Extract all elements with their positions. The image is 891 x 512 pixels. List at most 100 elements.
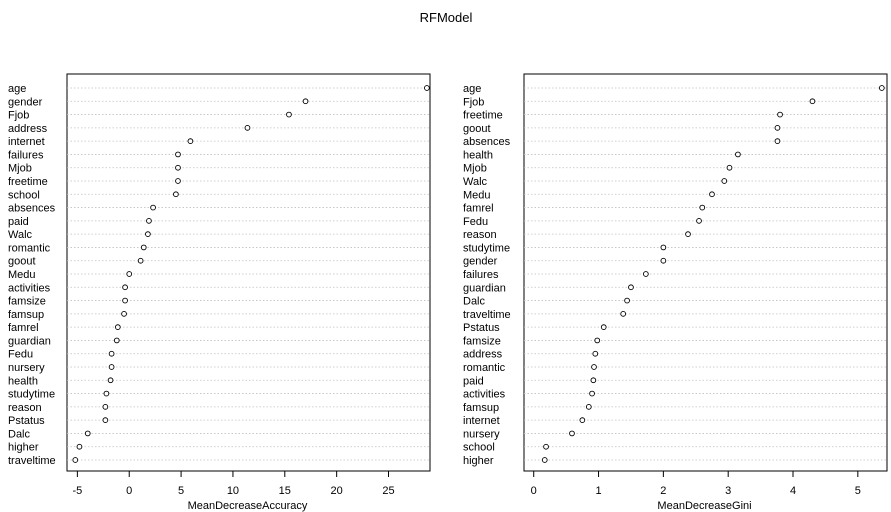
data-point	[541, 457, 548, 463]
data-point	[122, 284, 128, 291]
data-point	[735, 151, 741, 158]
data-point	[590, 377, 597, 384]
x-tick-label: 5	[855, 485, 861, 497]
data-point	[620, 311, 627, 317]
category-label: paid	[8, 216, 29, 228]
data-point	[145, 231, 151, 237]
data-point	[592, 350, 599, 357]
category-label: age	[8, 83, 26, 95]
category-label: age	[463, 83, 481, 95]
data-point	[589, 390, 595, 397]
x-tick-label: 0	[126, 485, 132, 497]
x-tick-label: 3	[725, 485, 731, 497]
data-point	[137, 257, 144, 264]
x-tick-label: 5	[178, 485, 184, 497]
category-label: activities	[8, 282, 51, 294]
x-tick-label: -5	[72, 485, 82, 497]
data-point	[121, 311, 127, 317]
category-label: Dalc	[8, 428, 31, 440]
data-point	[809, 98, 816, 105]
data-point	[721, 178, 728, 184]
x-axis-label: MeanDecreaseGini	[657, 500, 751, 512]
data-point	[286, 111, 292, 118]
data-point	[628, 284, 634, 291]
data-point	[777, 111, 783, 118]
x-tick-label: 10	[227, 485, 239, 497]
data-point	[140, 244, 147, 251]
category-label: address	[463, 349, 503, 361]
category-label: failures	[8, 149, 44, 161]
category-label: Walc	[8, 229, 33, 241]
x-tick-label: 20	[331, 485, 343, 497]
category-label: freetime	[463, 110, 503, 122]
category-label: school	[463, 442, 495, 454]
data-point	[76, 443, 83, 450]
category-label: goout	[8, 256, 36, 268]
data-point	[643, 271, 649, 277]
data-point	[175, 151, 181, 158]
data-point	[150, 204, 156, 211]
category-label: romantic	[463, 362, 506, 374]
category-label: higher	[463, 455, 494, 467]
data-point	[594, 337, 601, 344]
category-label: famsup	[8, 309, 44, 321]
data-point	[685, 231, 691, 237]
data-point	[591, 364, 597, 370]
data-point	[102, 417, 109, 423]
data-point	[72, 457, 79, 463]
figure-title: RFModel	[420, 10, 473, 25]
category-label: studytime	[463, 242, 510, 254]
plot-frame	[66, 73, 431, 472]
data-point	[726, 164, 733, 171]
category-label: traveltime	[8, 455, 56, 467]
data-point	[244, 125, 251, 131]
x-tick-label: 25	[382, 485, 394, 497]
category-label: internet	[463, 415, 500, 427]
category-label: nursery	[8, 362, 45, 374]
data-point	[187, 138, 194, 144]
category-label: Fjob	[8, 110, 29, 122]
category-label: reason	[8, 402, 42, 414]
x-tick-label: 15	[279, 485, 291, 497]
category-label: health	[8, 375, 38, 387]
x-tick-label: 2	[660, 485, 666, 497]
data-point	[175, 164, 181, 171]
category-label: Mjob	[8, 163, 32, 175]
category-label: famrel	[8, 322, 39, 334]
data-point	[114, 324, 121, 330]
category-label: Fjob	[463, 96, 484, 108]
category-label: guardian	[463, 282, 506, 294]
category-label: Pstatus	[463, 322, 500, 334]
x-tick-label: 1	[595, 485, 601, 497]
x-tick-label: 4	[790, 485, 796, 497]
category-label: Dalc	[463, 296, 486, 308]
data-point	[774, 138, 781, 144]
category-label: guardian	[8, 335, 51, 347]
category-label: failures	[463, 269, 499, 281]
data-point	[660, 257, 667, 264]
data-point	[108, 350, 115, 357]
plot-frame	[523, 73, 888, 472]
category-label: absences	[463, 136, 511, 148]
category-label: Mjob	[463, 163, 487, 175]
category-label: nursery	[463, 428, 500, 440]
category-label: famsup	[463, 402, 499, 414]
data-point	[696, 218, 702, 224]
category-label: school	[8, 189, 40, 201]
data-point	[122, 297, 128, 304]
category-label: Medu	[8, 269, 36, 281]
data-point	[302, 98, 309, 105]
data-point	[878, 85, 885, 91]
category-label: traveltime	[463, 309, 511, 321]
category-label: activities	[463, 389, 506, 401]
category-label: Walc	[463, 176, 488, 188]
data-point	[699, 204, 706, 211]
data-point	[600, 324, 607, 330]
category-label: Fedu	[8, 349, 33, 361]
category-label: higher	[8, 442, 39, 454]
category-label: studytime	[8, 389, 55, 401]
category-label: absences	[8, 203, 56, 215]
